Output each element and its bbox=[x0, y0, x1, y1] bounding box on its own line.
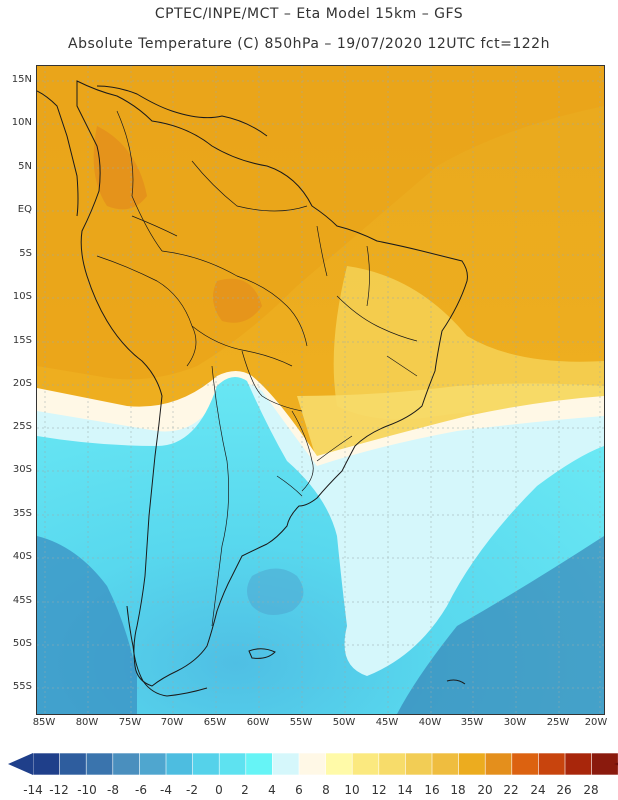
colorbar-cell bbox=[564, 752, 593, 776]
hot-spot-bolivia bbox=[213, 278, 262, 323]
yellow-east-band bbox=[333, 266, 604, 420]
lat-label: 25S bbox=[12, 421, 32, 432]
colorbar-label: 4 bbox=[268, 783, 276, 797]
colorbar-label: 16 bbox=[424, 783, 440, 797]
colorbar-cell bbox=[59, 752, 87, 776]
colorbar-label: 26 bbox=[556, 783, 572, 797]
central-america-coast bbox=[37, 90, 79, 217]
lat-label: 10N bbox=[11, 117, 32, 128]
colorbar-label: 8 bbox=[322, 783, 330, 797]
south-america-coastline bbox=[76, 80, 468, 687]
colorbar-cell bbox=[272, 752, 300, 776]
colorbar-cell bbox=[112, 752, 141, 776]
map-subtitle: Absolute Temperature (C) 850hPa – 19/07/… bbox=[68, 36, 550, 52]
lat-label: 30S bbox=[12, 464, 32, 475]
colorbar-cell bbox=[458, 752, 486, 776]
lon-label: 40W bbox=[418, 717, 442, 728]
colorbar-label: 2 bbox=[241, 783, 249, 797]
lon-label: 70W bbox=[160, 717, 184, 728]
lat-label: 5N bbox=[18, 161, 32, 172]
colorbar-cell bbox=[378, 752, 406, 776]
lon-label: 65W bbox=[203, 717, 227, 728]
coastlines bbox=[37, 80, 468, 697]
colorbar-cell bbox=[218, 752, 247, 776]
map-title: CPTEC/INPE/MCT – Eta Model 15km – GFS bbox=[154, 6, 464, 22]
colorbar-cells bbox=[8, 752, 618, 776]
colorbar-label: 6 bbox=[295, 783, 303, 797]
lon-label: 20W bbox=[584, 717, 608, 728]
colorbar-label: 12 bbox=[371, 783, 387, 797]
colorbar-cell bbox=[511, 752, 539, 776]
lat-label: EQ bbox=[17, 204, 32, 215]
lon-label: 60W bbox=[246, 717, 270, 728]
colorbar bbox=[8, 752, 618, 776]
lon-label: 55W bbox=[289, 717, 313, 728]
colorbar-cell bbox=[351, 752, 380, 776]
lon-label: 80W bbox=[75, 717, 99, 728]
colorbar-cell bbox=[85, 752, 114, 776]
lat-label: 35S bbox=[12, 508, 32, 519]
lat-label: 5S bbox=[19, 248, 32, 259]
lon-label: 85W bbox=[32, 717, 56, 728]
cold-core-southeast bbox=[397, 536, 604, 714]
colorbar-label: -14 bbox=[23, 783, 43, 797]
colorbar-label: 28 bbox=[583, 783, 599, 797]
lon-label: 75W bbox=[118, 717, 142, 728]
colorbar-cell bbox=[165, 752, 194, 776]
temperature-map bbox=[36, 65, 605, 715]
cold-swirl bbox=[247, 568, 304, 615]
patagonia-archipelago bbox=[126, 605, 208, 697]
lon-label: 25W bbox=[546, 717, 570, 728]
caribbean-coast bbox=[96, 85, 268, 137]
colorbar-label: 18 bbox=[450, 783, 466, 797]
colorbar-label: -6 bbox=[135, 783, 147, 797]
colorbar-cell bbox=[431, 752, 460, 776]
colorbar-label: 14 bbox=[397, 783, 413, 797]
lat-label: 10S bbox=[12, 291, 32, 302]
lat-label: 15S bbox=[12, 335, 32, 346]
colorbar-label: -2 bbox=[186, 783, 198, 797]
colorbar-cell bbox=[298, 752, 327, 776]
colorbar-cell bbox=[405, 752, 433, 776]
graticule bbox=[37, 66, 604, 714]
colorbar-cell bbox=[192, 752, 220, 776]
colorbar-label: -10 bbox=[77, 783, 97, 797]
orange-land-band bbox=[37, 66, 604, 380]
colorbar-cell bbox=[32, 752, 61, 776]
map-canvas bbox=[37, 66, 604, 714]
colorbar-label: 10 bbox=[344, 783, 360, 797]
cold-core-west bbox=[37, 536, 137, 714]
colorbar-label: 22 bbox=[503, 783, 519, 797]
lon-label: 45W bbox=[375, 717, 399, 728]
colorbar-cell bbox=[591, 752, 618, 776]
lat-label: 45S bbox=[12, 595, 32, 606]
south-georgia bbox=[446, 679, 466, 685]
colorbar-label: 24 bbox=[530, 783, 546, 797]
lat-label: 40S bbox=[12, 551, 32, 562]
country-borders bbox=[96, 110, 418, 627]
colorbar-max-arrow bbox=[614, 762, 618, 766]
colorbar-label: -4 bbox=[160, 783, 172, 797]
colorbar-label: 20 bbox=[477, 783, 493, 797]
lat-label: 20S bbox=[12, 378, 32, 389]
colorbar-cell bbox=[139, 752, 167, 776]
colorbar-label: 0 bbox=[215, 783, 223, 797]
colorbar-cell bbox=[538, 752, 566, 776]
hot-spot-north bbox=[93, 126, 147, 210]
lat-label: 55S bbox=[12, 681, 32, 692]
colorbar-label: -12 bbox=[49, 783, 69, 797]
falkland-islands bbox=[248, 648, 276, 659]
colorbar-cell bbox=[245, 752, 274, 776]
lon-label: 50W bbox=[332, 717, 356, 728]
lat-label: 50S bbox=[12, 638, 32, 649]
colorbar-cell bbox=[325, 752, 353, 776]
colorbar-cell bbox=[484, 752, 513, 776]
lon-label: 30W bbox=[503, 717, 527, 728]
lat-label: 15N bbox=[11, 74, 32, 85]
lon-label: 35W bbox=[460, 717, 484, 728]
colorbar-label: -8 bbox=[107, 783, 119, 797]
colorbar-min-arrow bbox=[8, 753, 33, 775]
